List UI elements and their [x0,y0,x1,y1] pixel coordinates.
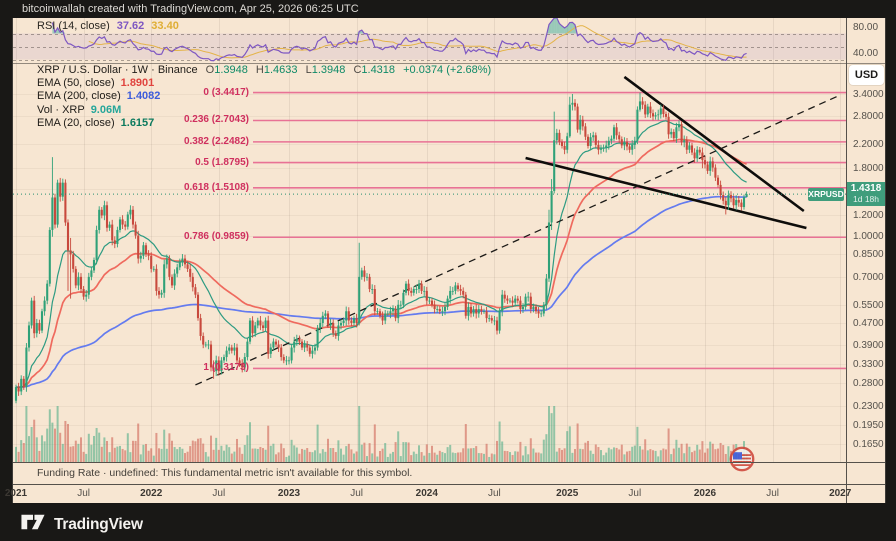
currency-toggle-button[interactable]: USD [849,65,884,85]
tradingview-logo-icon [20,512,46,537]
indicator-legend-row[interactable]: EMA (20, close) 1.6157 [37,117,491,130]
indicator-label: EMA (50, close) [37,77,115,90]
last-price-value: 1.4318 [850,183,882,195]
high-value: 1.4633 [263,64,298,76]
fib-level-label: 0 (3.4417) [203,86,249,98]
open-value: 1.3948 [214,64,248,76]
price-tick: 1.0000 [853,230,884,242]
chart-frame: RSI (14, close) 37.62 33.40 XRP / U.S. Dol… [5,18,886,503]
tradingview-brand[interactable]: TradingView [20,512,143,537]
last-price-badge: 1.4318 1d 18h [847,182,885,207]
price-tick: 0.1950 [853,419,884,431]
rsi-value: 37.62 [116,20,145,32]
time-tick: Jul [77,488,90,499]
fib-level-label: 1 (0.3173) [203,362,249,374]
time-tick: Jul [766,488,779,499]
symbol-price-badge: XRPUSD [808,187,844,201]
fib-level-label: 0.618 (1.5108) [183,181,249,193]
attribution-bar: bitcoinwallah created with TradingView.c… [0,0,896,18]
funding-rate-notice: Funding Rate · undefined: This fundament… [13,462,885,485]
time-tick: Jul [212,488,226,499]
indicator-legend-rows: EMA (50, close) 1.8901 EMA (200, close) 1.4… [37,77,491,130]
time-tick: 2026 [693,488,717,499]
attribution-text: bitcoinwallah created with TradingView.c… [22,3,359,15]
time-tick: 2027 [829,488,852,499]
close-value: 1.4318 [361,64,396,76]
indicator-label: Vol · XRP [37,103,85,116]
rsi-tick: 40.00 [853,48,879,59]
time-tick: Jul [628,488,642,499]
price-tick: 1.8000 [853,162,884,174]
time-tick: Jul [487,488,501,499]
brand-name: TradingView [54,515,143,533]
currency-label: USD [854,69,879,81]
price-tick: 0.3900 [853,339,884,351]
time-tick: 2022 [140,488,163,499]
chart-canvas[interactable] [13,18,885,503]
price-tick: 0.2800 [853,377,884,389]
low-value: 1.3948 [311,64,346,76]
main-legend: XRP / U.S. Dollar · 1W · Binance O1.3948… [37,64,491,130]
price-tick: 0.5500 [853,299,884,311]
symbol-title: XRP / U.S. Dollar · 1W · Binance [37,64,198,76]
price-tick: 1.2000 [853,209,884,221]
price-tick: 0.4700 [853,317,884,329]
time-tick: Jul [350,488,363,499]
high-label: H [255,64,264,76]
indicator-value: 9.06M [90,103,122,116]
fib-level-label: 0.382 (2.2482) [183,135,249,147]
rsi-tick: 80.00 [853,22,879,33]
price-tick: 0.3300 [853,358,884,370]
time-tick: 2021 [4,488,28,499]
low-label: L [305,64,312,76]
time-axis[interactable]: 2021 Jul 2022 Jul 2023 Jul 2024 Jul 2025 Jul 2026 J… [5,485,851,503]
indicator-label: EMA (200, close) [37,90,121,103]
fib-level-label: 0.5 (1.8795) [195,156,249,168]
price-tick: 0.8500 [853,249,884,261]
indicator-legend-row[interactable]: EMA (50, close) 1.8901 [37,77,491,90]
price-tick: 0.1650 [853,439,884,451]
indicator-value: 1.8901 [120,77,155,90]
time-tick: 2023 [277,488,301,499]
funding-notice-text: Funding Rate · undefined: This fundament… [37,467,413,479]
fib-level-label: 0.236 (2.7043) [183,114,249,126]
rsi-legend[interactable]: RSI (14, close) 37.62 33.40 [37,20,179,32]
price-tick: 3.4000 [853,89,884,100]
bar-countdown: 1d 18h [853,194,879,205]
pair-flag-logo-icon [729,446,755,472]
rsi-ma-value: 33.40 [151,20,179,32]
fib-level-label: 0.786 (0.9859) [183,231,249,243]
time-tick: 2025 [556,488,579,499]
symbol-badge-label: XRPUSD [808,188,844,199]
open-label: O [205,64,215,76]
rsi-legend-label: RSI (14, close) [37,20,110,32]
price-tick: 0.7000 [853,271,884,283]
indicator-value: 1.6157 [120,116,155,129]
indicator-label: EMA (20, close) [37,116,115,129]
indicator-legend-row[interactable]: EMA (200, close) 1.4082 [37,90,491,103]
change-value: +0.0374 (+2.68%) [403,64,492,76]
indicator-legend-row[interactable]: Vol · XRP 9.06M [37,104,491,117]
price-tick: 0.2300 [853,400,884,412]
price-tick: 2.8000 [853,111,884,123]
close-label: C [353,64,362,76]
brand-bar: TradingView [0,503,896,541]
price-tick: 2.2000 [853,139,884,151]
time-tick: 2024 [415,488,438,499]
symbol-legend-row[interactable]: XRP / U.S. Dollar · 1W · Binance O1.3948… [37,64,491,77]
indicator-value: 1.4082 [126,90,161,103]
